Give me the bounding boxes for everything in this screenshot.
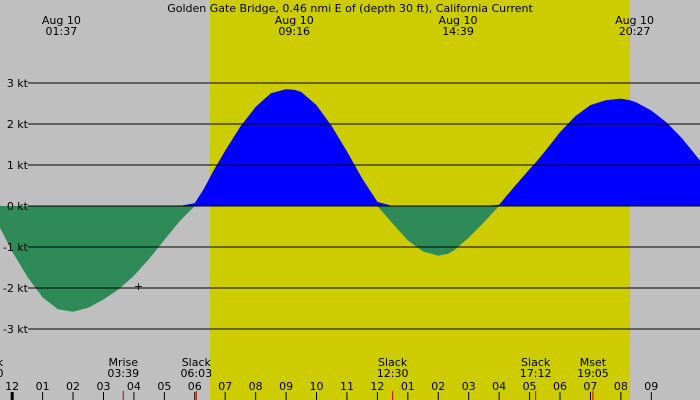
- x-tick-label: 11: [340, 380, 354, 393]
- bottom-event-name: Mset: [580, 356, 607, 369]
- x-tick-label: 05: [523, 380, 537, 393]
- ebb-area: [0, 206, 700, 312]
- top-event-date: Aug 10: [615, 14, 654, 27]
- y-tick-label: -1 kt: [3, 241, 29, 254]
- x-tick-label: 07: [218, 380, 232, 393]
- bottom-event-name: k: [0, 356, 4, 369]
- x-tick-label: 06: [188, 380, 202, 393]
- flood-area: [0, 89, 700, 206]
- x-tick-label: 12: [370, 380, 384, 393]
- top-event-time: 09:16: [278, 25, 310, 38]
- chart-title: Golden Gate Bridge, 0.46 nmi E of (depth…: [167, 2, 533, 15]
- x-tick-label: 10: [310, 380, 324, 393]
- x-tick-label: 04: [492, 380, 506, 393]
- x-tick-label: 01: [401, 380, 415, 393]
- annotations: +: [134, 280, 143, 293]
- bottom-event-name: Slack: [182, 356, 212, 369]
- y-tick-label: 2 kt: [7, 118, 29, 131]
- x-tick-label: 08: [249, 380, 263, 393]
- x-tick-label: 01: [36, 380, 50, 393]
- top-event-time: 01:37: [46, 25, 78, 38]
- x-tick-label: 07: [583, 380, 597, 393]
- x-tick-label: 12: [5, 380, 19, 393]
- x-tick-label: 06: [553, 380, 567, 393]
- x-axis-hours: 1112010203040506070809101112010203040506…: [5, 380, 658, 400]
- x-tick-label: 09: [644, 380, 658, 393]
- grid-lines: [28, 82, 700, 330]
- x-tick-label: 05: [157, 380, 171, 393]
- annotation-mark: +: [134, 280, 143, 293]
- bottom-event-time: 06:03: [180, 367, 212, 380]
- x-tick-label: 08: [614, 380, 628, 393]
- bottom-event-time: 12:30: [377, 367, 409, 380]
- x-tick-label: 04: [127, 380, 141, 393]
- x-tick-label: 02: [431, 380, 445, 393]
- y-axis-labels: 3 kt 2 kt 1 kt 0 kt -1 kt -2 kt -3 kt: [3, 77, 29, 336]
- bottom-event-labels: k0Mrise03:39Slack06:03Slack12:30Slack17:…: [0, 356, 609, 400]
- bottom-event-name: Slack: [378, 356, 408, 369]
- y-tick-label: 3 kt: [7, 77, 29, 90]
- bottom-event-name: Mrise: [108, 356, 138, 369]
- bottom-event-time: 17:12: [520, 367, 552, 380]
- x-tick-label: 03: [96, 380, 110, 393]
- top-event-time: 20:27: [619, 25, 651, 38]
- bottom-event-time: 0: [0, 367, 4, 380]
- x-tick-label: 03: [462, 380, 476, 393]
- y-tick-label: -2 kt: [3, 282, 29, 295]
- current-areas: [0, 89, 700, 312]
- top-event-date: Aug 10: [275, 14, 314, 27]
- bottom-event-name: Slack: [521, 356, 551, 369]
- top-event-date: Aug 10: [42, 14, 81, 27]
- y-tick-label: 1 kt: [7, 159, 29, 172]
- bottom-event-time: 19:05: [577, 367, 609, 380]
- y-tick-label: -3 kt: [3, 323, 29, 336]
- y-tick-label: 0 kt: [7, 200, 29, 213]
- bottom-event-time: 03:39: [107, 367, 139, 380]
- x-tick-label: 02: [66, 380, 80, 393]
- top-event-date: Aug 10: [439, 14, 478, 27]
- top-event-time: 14:39: [442, 25, 474, 38]
- x-tick-label: 09: [279, 380, 293, 393]
